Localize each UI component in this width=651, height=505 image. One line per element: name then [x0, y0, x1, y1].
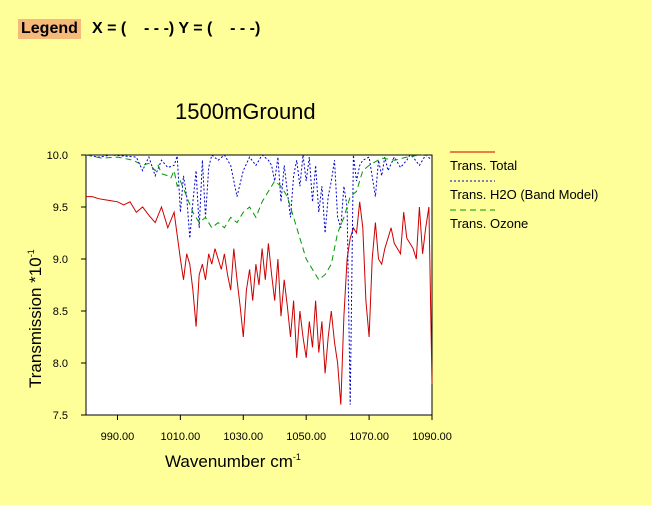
y-tick-label: 9.5	[53, 202, 68, 214]
series-line-total	[86, 196, 433, 405]
x-tick-label: 1090.00	[412, 431, 452, 443]
legend-label-total: Trans. Total	[450, 158, 517, 173]
legend-button[interactable]: Legend	[18, 19, 81, 39]
x-tick-label: 1070.00	[349, 431, 389, 443]
chart-title: 1500mGround	[175, 99, 316, 124]
x-axis-label: Wavenumber cm-1	[165, 452, 301, 471]
series-layer	[85, 154, 433, 405]
chart-legend: Trans. Total Trans. H2O (Band Model) Trans…	[450, 151, 598, 231]
x-tick-label: 1030.00	[223, 431, 263, 443]
series-line-ozone	[85, 154, 433, 281]
x-tick-label: 1050.00	[286, 431, 326, 443]
y-tick-label: 8.0	[53, 358, 68, 370]
x-tick-label: 1010.00	[160, 431, 200, 443]
xy-readout: X = ( - - -) Y = ( - - -)	[92, 20, 261, 37]
y-tick-label: 8.5	[53, 306, 68, 318]
tick-layer: 990.00 1010.00 1030.00 1050.00 1070.00 1090.0…	[47, 150, 452, 443]
legend-label-ozone: Trans. Ozone	[450, 216, 528, 231]
y-tick-label: 7.5	[53, 410, 68, 422]
y-tick-label: 9.0	[53, 254, 68, 266]
x-tick-label: 990.00	[101, 431, 135, 443]
legend-label-h2o: Trans. H2O (Band Model)	[450, 187, 598, 202]
y-axis-label: Transmission *10-1	[26, 249, 45, 388]
series-line-h2o	[85, 154, 433, 405]
y-tick-label: 10.0	[47, 150, 68, 162]
